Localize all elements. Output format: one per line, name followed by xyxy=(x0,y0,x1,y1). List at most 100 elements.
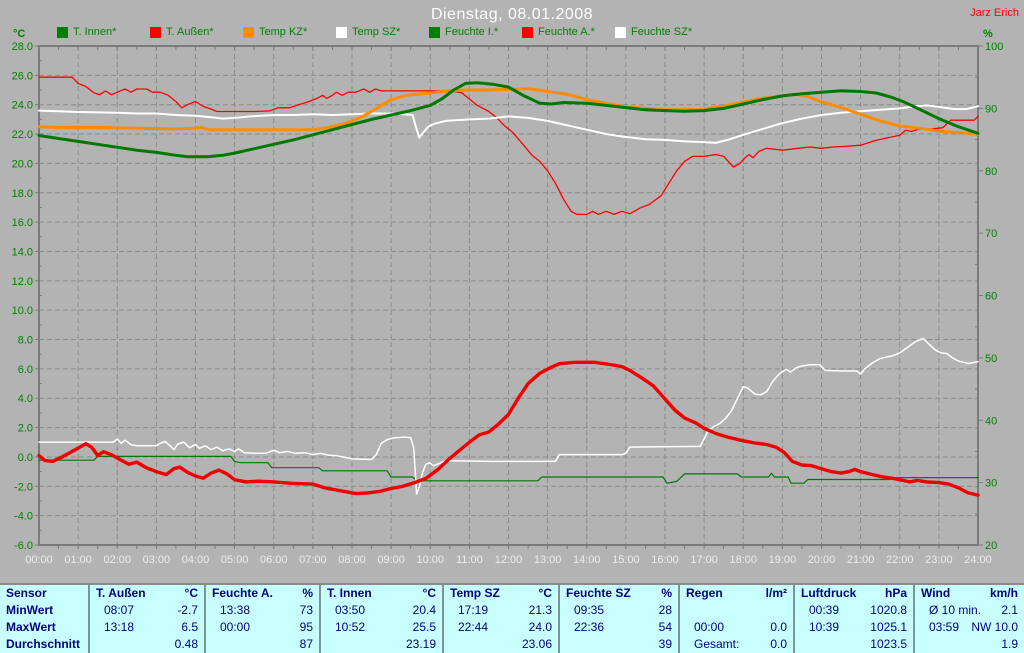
min-time: 17:19 xyxy=(458,603,489,617)
x-axis-tick-label: 01:00 xyxy=(64,554,92,566)
x-axis-tick-label: 20:00 xyxy=(808,554,836,566)
table-row: T. Außen °C xyxy=(90,585,204,602)
table-row: 03:59 NW 10.0 xyxy=(915,619,1024,636)
series-line-feuchte-i xyxy=(38,455,979,484)
table-row: 1023.5 xyxy=(795,636,913,653)
left-axis-tick-label: 24.0 xyxy=(12,100,33,112)
table-row: Wind km/h xyxy=(915,585,1024,602)
sensor-unit: °C xyxy=(184,586,198,600)
left-axis-tick-label: 2.0 xyxy=(18,423,33,435)
table-row: 13:38 73 xyxy=(206,602,319,619)
x-axis-tick-label: 17:00 xyxy=(690,554,718,566)
left-axis-tick-label: 18.0 xyxy=(12,188,33,200)
min-value: -2.7 xyxy=(177,603,198,617)
max-value: 0.0 xyxy=(770,620,787,634)
table-col-regen: Regen l/m² 00:00 0.0 Gesamt: 0.0 xyxy=(678,585,793,653)
series-line-temp-sz xyxy=(38,104,979,144)
series-line-temp-kz xyxy=(37,87,980,136)
legend-item-2[interactable]: T. Außen* xyxy=(150,26,214,38)
min-time xyxy=(686,602,694,619)
min-value: 1020.8 xyxy=(870,603,907,617)
avg-time xyxy=(96,636,104,653)
table-row: Sensor xyxy=(0,585,88,602)
table-row xyxy=(680,602,793,619)
table-row: Temp SZ °C xyxy=(444,585,558,602)
max-time: 22:44 xyxy=(458,620,489,634)
max-value: 95 xyxy=(299,620,313,634)
series-line-t-innen xyxy=(37,81,980,159)
right-axis-tick-label: 50 xyxy=(985,353,997,365)
row-label: Sensor xyxy=(6,586,47,600)
table-row: 13:18 6.5 xyxy=(90,619,204,636)
x-axis-tick-label: 12:00 xyxy=(495,554,523,566)
sensor-unit: km/h xyxy=(989,586,1018,600)
legend-item-6[interactable]: Feuchte A.* xyxy=(522,26,595,38)
min-value: 73 xyxy=(299,603,313,617)
table-row: Feuchte A.% xyxy=(206,585,319,602)
avg-value: 39 xyxy=(658,637,672,651)
sensor-name: Feuchte A. xyxy=(212,586,273,600)
table-col-feuchte-a: Feuchte A.% 13:38 73 00:00 95 87 xyxy=(204,585,319,653)
series-line-feuchte-sz xyxy=(38,337,979,495)
max-time: 00:00 xyxy=(694,620,725,634)
table-row: Luftdruck hPa xyxy=(795,585,913,602)
legend-swatch-icon xyxy=(243,26,254,38)
x-axis-tick-label: 21:00 xyxy=(847,554,875,566)
row-label: MaxWert xyxy=(6,620,56,634)
table-row: 87 xyxy=(206,636,319,653)
right-axis-unit-label: % xyxy=(983,28,993,40)
table-col-rowlabels: Sensor MinWert MaxWert Durchschnitt xyxy=(0,585,88,653)
legend-item-4[interactable]: Temp SZ* xyxy=(336,26,400,38)
sensor-unit: °C xyxy=(422,586,436,600)
legend-item-7[interactable]: Feuchte SZ* xyxy=(615,26,692,38)
right-axis-tick-label: 30 xyxy=(985,478,997,490)
avg-time xyxy=(566,636,574,653)
table-col-feuchte-sz: Feuchte SZ% 09:35 28 22:36 54 39 xyxy=(558,585,678,653)
table-row: MaxWert xyxy=(0,619,88,636)
x-axis-tick-label: 18:00 xyxy=(729,554,757,566)
table-row: 1.9 xyxy=(915,636,1024,653)
x-axis-tick-label: 16:00 xyxy=(651,554,679,566)
legend-item-3[interactable]: Temp KZ* xyxy=(243,26,307,38)
sensor-name: Feuchte SZ xyxy=(566,586,631,600)
right-axis-tick-label: 90 xyxy=(985,103,997,115)
left-axis-tick-label: -6.0 xyxy=(14,540,33,552)
table-row: 09:35 28 xyxy=(560,602,678,619)
max-value: 54 xyxy=(658,620,672,634)
legend-item-label: Feuchte I.* xyxy=(445,26,499,38)
table-col-t-innen: T. Innen °C 03:50 20.4 10:52 25.5 23.19 xyxy=(319,585,442,653)
min-time: 03:50 xyxy=(335,603,366,617)
left-axis-unit-label: °C xyxy=(13,28,26,40)
sensor-unit: hPa xyxy=(884,586,907,600)
left-axis-tick-label: 28.0 xyxy=(12,41,33,53)
min-value: 21.3 xyxy=(528,603,552,617)
x-axis-tick-label: 11:00 xyxy=(456,554,483,566)
max-time: 13:18 xyxy=(104,620,135,634)
x-axis-tick-label: 04:00 xyxy=(182,554,210,566)
legend-item-1[interactable]: T. Innen* xyxy=(57,26,116,38)
right-axis-tick-label: 80 xyxy=(985,166,997,178)
left-axis-tick-label: -2.0 xyxy=(14,481,33,493)
sensor-name: Regen xyxy=(686,586,723,600)
legend-swatch-icon xyxy=(57,26,68,38)
sensor-unit: % xyxy=(302,586,313,600)
x-axis-tick-label: 05:00 xyxy=(221,554,249,566)
x-axis-tick-label: 10:00 xyxy=(416,554,444,566)
min-time: 08:07 xyxy=(104,603,135,617)
avg-value: 1023.5 xyxy=(870,637,907,651)
min-time: Ø 10 min. xyxy=(929,603,982,617)
table-row: 10:52 25.5 xyxy=(321,619,442,636)
max-time: 00:00 xyxy=(220,620,251,634)
x-axis-tick-label: 03:00 xyxy=(143,554,171,566)
legend-item-5[interactable]: Feuchte I.* xyxy=(429,26,498,38)
x-axis-tick-label: 24:00 xyxy=(964,554,992,566)
left-axis-tick-label: 4.0 xyxy=(18,393,33,405)
x-axis-tick-label: 23:00 xyxy=(925,554,953,566)
table-row: 10:39 1025.1 xyxy=(795,619,913,636)
right-axis-tick-label: 20 xyxy=(985,540,997,552)
max-value: 1025.1 xyxy=(870,620,907,634)
table-row: 23.19 xyxy=(321,636,442,653)
table-row: 00:39 1020.8 xyxy=(795,602,913,619)
left-axis-tick-label: 20.0 xyxy=(12,158,33,170)
